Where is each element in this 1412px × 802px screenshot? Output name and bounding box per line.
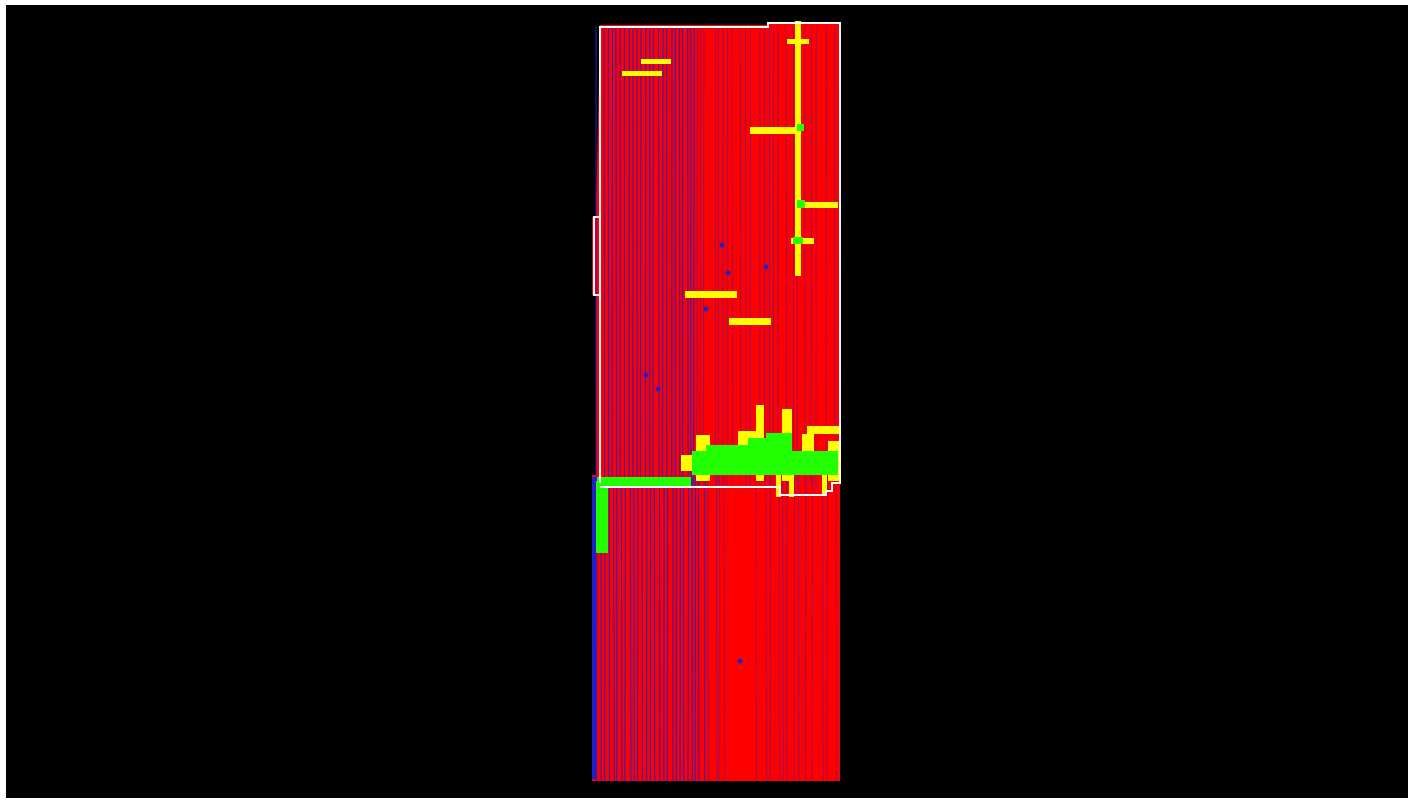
overlap-strip bbox=[681, 455, 693, 471]
pass-line bbox=[749, 26, 752, 486]
double-overlap-patch bbox=[597, 477, 691, 486]
pass-line bbox=[826, 476, 828, 782]
pass-line bbox=[716, 476, 718, 782]
pass-line bbox=[693, 26, 695, 486]
field-boundary bbox=[593, 22, 841, 496]
double-overlap-patch bbox=[793, 237, 803, 244]
planter-pass-lines bbox=[592, 26, 838, 782]
pass-line bbox=[765, 476, 767, 782]
overlap-strip bbox=[641, 59, 671, 64]
pass-line bbox=[835, 476, 838, 782]
field-coverage-map[interactable] bbox=[6, 5, 1408, 798]
pass-line bbox=[657, 26, 660, 486]
overlap-strip bbox=[685, 291, 737, 298]
overlap-strip bbox=[787, 39, 809, 44]
double-overlap-patch bbox=[748, 438, 792, 452]
pass-line bbox=[611, 26, 614, 486]
pass-line bbox=[726, 26, 728, 486]
double-overlap-patches bbox=[596, 124, 838, 553]
overlap-strip bbox=[729, 318, 771, 325]
pass-line bbox=[652, 26, 654, 486]
overlap-strip bbox=[807, 426, 839, 434]
speckle bbox=[763, 264, 769, 270]
pass-line bbox=[825, 26, 827, 486]
lower-field-area bbox=[592, 475, 840, 781]
pass-line bbox=[731, 26, 734, 486]
pass-line bbox=[687, 476, 690, 782]
pass-line bbox=[615, 26, 618, 486]
field-boundary-line bbox=[599, 22, 841, 496]
overlap-strip bbox=[795, 21, 801, 276]
pass-line bbox=[661, 26, 664, 486]
pass-line bbox=[629, 476, 632, 782]
double-overlap-patch bbox=[706, 445, 766, 455]
boundary-notch bbox=[593, 216, 600, 296]
pass-line bbox=[782, 476, 784, 782]
pass-line bbox=[691, 476, 693, 782]
pass-line bbox=[718, 476, 721, 782]
overlap-strip bbox=[750, 127, 800, 134]
speckle bbox=[737, 658, 743, 664]
edge-pass-strip bbox=[592, 477, 596, 779]
speckle bbox=[703, 306, 709, 312]
overlap-strip bbox=[622, 71, 662, 76]
speckle bbox=[643, 372, 649, 378]
pass-line bbox=[613, 476, 615, 782]
pass-line bbox=[620, 476, 623, 782]
speckle bbox=[655, 386, 661, 392]
double-overlap-patch bbox=[797, 200, 805, 208]
speckle bbox=[725, 270, 731, 276]
pass-line bbox=[772, 26, 775, 486]
pass-line bbox=[639, 26, 642, 486]
pass-line bbox=[624, 476, 626, 782]
pass-line bbox=[723, 476, 726, 782]
overlap-strip bbox=[822, 475, 827, 495]
pass-line bbox=[804, 476, 807, 782]
double-overlap-patch bbox=[596, 481, 608, 553]
overlap-strip bbox=[798, 202, 838, 208]
pass-line bbox=[702, 26, 705, 486]
pass-line bbox=[745, 26, 747, 486]
pass-line bbox=[822, 476, 824, 782]
overlap-strip bbox=[789, 475, 794, 497]
double-overlap-patch bbox=[766, 433, 792, 441]
map-viewport[interactable] bbox=[6, 5, 1408, 798]
speckle bbox=[719, 242, 725, 248]
double-overlap-patch bbox=[797, 124, 804, 131]
pass-line bbox=[699, 26, 702, 486]
